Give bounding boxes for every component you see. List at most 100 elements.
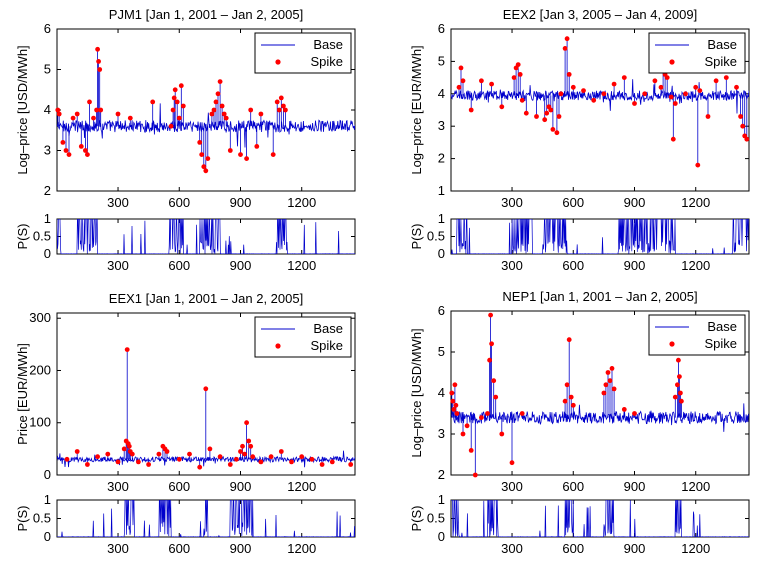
spike-point <box>174 99 180 105</box>
spike-point <box>124 347 130 352</box>
spike-point <box>523 110 529 116</box>
prob-x-tick-label: 600 <box>168 258 190 273</box>
y-tick-label: 6 <box>44 21 51 36</box>
spike-point <box>283 107 288 113</box>
spike-point <box>566 337 572 343</box>
spike-point <box>632 411 637 416</box>
spike-point <box>278 449 284 454</box>
spike-point <box>78 144 84 149</box>
chart-panel-4: NEP1 [Jan 1, 2001 – Jan 2, 2005] 2 3 4 5 6 300… <box>409 289 750 556</box>
x-tick-label: 300 <box>501 479 523 494</box>
spike-point <box>695 162 701 168</box>
spike-point <box>517 72 523 77</box>
legend-box <box>254 316 352 358</box>
x-tick-label: 900 <box>230 479 252 494</box>
spike-point <box>105 451 111 457</box>
prob-y-tick-label: 0.5 <box>33 511 51 526</box>
spike-point <box>244 156 250 162</box>
spike-point <box>238 152 243 158</box>
spike-point <box>556 114 562 119</box>
base-series-line <box>57 103 355 148</box>
x-tick-label: 600 <box>168 195 190 210</box>
spike-point <box>171 95 177 101</box>
legend-spike-swatch <box>275 343 281 349</box>
spike-point <box>479 415 484 420</box>
spike-probability-line <box>451 219 749 254</box>
chart-title: PJM1 [Jan 1, 2001 – Jan 2, 2005] <box>109 7 303 22</box>
axes-box <box>450 28 750 192</box>
spike-point <box>449 390 455 396</box>
y-tick-label: 6 <box>438 303 445 318</box>
spike-point <box>87 99 92 105</box>
spike-point <box>678 390 683 396</box>
x-tick-label: 900 <box>624 195 646 210</box>
spike-point <box>460 78 466 84</box>
chart-title: EEX1 [Jan 1, 2001 – Jan 2, 2005] <box>109 291 303 306</box>
x-tick-label: 600 <box>168 479 190 494</box>
spike-point <box>676 357 681 363</box>
spike-point <box>176 456 182 462</box>
spike-point <box>127 115 133 121</box>
spike-point <box>97 67 103 72</box>
spike-point <box>329 459 335 465</box>
spike-point <box>642 91 648 97</box>
y-tick-label: 5 <box>438 344 445 359</box>
spike-point <box>668 94 674 100</box>
spike-point <box>217 454 223 460</box>
spike-point <box>207 446 213 452</box>
spike-point <box>713 78 719 84</box>
spike-point <box>150 99 156 105</box>
base-series-jumps <box>451 315 682 475</box>
legend-spike-label: Spike <box>310 54 343 69</box>
legend-spike-swatch <box>669 59 675 65</box>
spike-point <box>197 140 203 145</box>
prob-y-tick-label: 1 <box>438 211 445 226</box>
prob-y-tick-label: 1 <box>438 492 445 507</box>
x-tick-label: 1200 <box>681 195 710 210</box>
legend: Base Spike <box>648 314 746 356</box>
spike-point <box>534 114 539 119</box>
x-tick-label: 600 <box>562 195 584 210</box>
y-tick-label: 3 <box>44 143 51 158</box>
x-tick-label: 900 <box>230 195 252 210</box>
spike-point <box>621 75 627 80</box>
spike-point <box>591 97 597 103</box>
spike-point <box>451 407 457 412</box>
legend-base-label: Base <box>313 37 343 52</box>
prob-axes-box <box>450 499 750 538</box>
spike-point <box>454 411 460 416</box>
spike-point <box>601 390 607 396</box>
spike-point <box>675 382 680 388</box>
probability-panel: 0 0.5 1 300 600 900 1200 P(S) <box>15 211 356 273</box>
spike-point <box>519 411 525 416</box>
spike-point <box>180 103 186 109</box>
chart-panel-3: EEX1 [Jan 1, 2001 – Jan 2, 2005] 0 100 200 3… <box>15 291 356 556</box>
spike-point <box>70 115 76 121</box>
y-axis-title: Log–price [USD/MWh] <box>15 45 30 174</box>
spike-point <box>740 123 746 129</box>
prob-y-axis-title: P(S) <box>409 224 424 250</box>
spike-point <box>605 370 611 375</box>
spike-point <box>156 451 162 457</box>
prob-axes-box <box>450 218 750 255</box>
spike-point <box>562 46 568 51</box>
spike-point <box>281 103 286 109</box>
spike-point <box>566 72 572 77</box>
y-tick-label: 6 <box>438 21 445 36</box>
y-tick-label: 5 <box>438 53 445 68</box>
prob-x-tick-label: 1200 <box>287 541 316 556</box>
spike-point <box>472 472 478 478</box>
spike-point <box>568 394 574 400</box>
spike-point <box>205 156 211 162</box>
spike-point <box>164 449 170 454</box>
y-axis-title: Price [EUR/MWh] <box>15 343 30 445</box>
spike-point <box>203 386 209 392</box>
spike-probability-line <box>451 500 749 537</box>
probability-panel: 0 0.5 1 300 600 900 1200 P(S) <box>409 211 750 273</box>
spike-point <box>464 423 470 429</box>
spike-point <box>199 152 205 158</box>
prob-x-tick-label: 900 <box>624 541 646 556</box>
y-tick-label: 300 <box>29 310 51 325</box>
spike-point <box>244 420 250 426</box>
